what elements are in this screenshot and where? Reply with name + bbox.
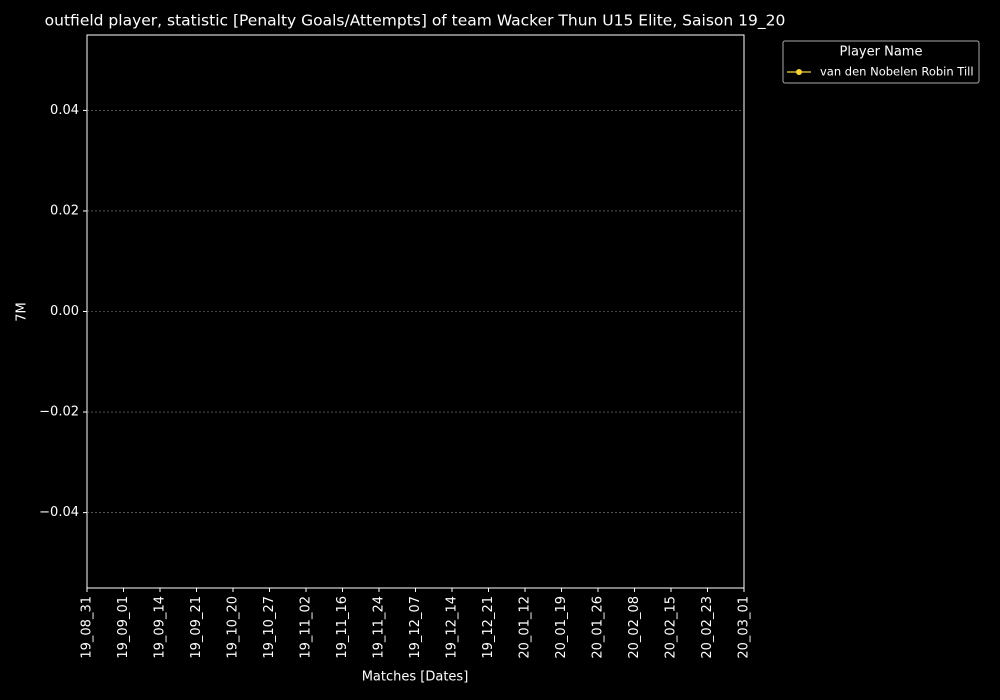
x-tick-label: 20_01_12: [518, 596, 533, 659]
x-tick-label: 19_11_16: [335, 596, 350, 659]
legend-box: [782, 40, 980, 84]
x-tick-label: 19_09_01: [116, 596, 131, 659]
y-tick-label: −0.04: [39, 505, 79, 520]
x-tick-label: 19_08_31: [80, 596, 95, 659]
x-tick-label: 19_09_21: [189, 596, 204, 659]
x-tick-label: 19_12_14: [445, 596, 460, 659]
y-tick-label: 0.00: [50, 304, 79, 319]
x-tick-label: 19_12_07: [408, 596, 423, 659]
x-tick-label: 20_01_26: [591, 596, 606, 659]
legend-label: van den Nobelen Robin Till: [820, 65, 974, 79]
x-tick-label: 19_11_02: [299, 596, 314, 659]
x-tick-label: 19_11_24: [372, 596, 387, 659]
legend-title: Player Name: [840, 45, 923, 60]
y-tick-label: 0.04: [50, 103, 79, 118]
x-tick-label: 20_01_19: [554, 596, 569, 659]
x-tick-label: 19_12_21: [481, 596, 496, 659]
y-tick-label: −0.02: [39, 405, 79, 420]
x-tick-label: 19_10_20: [226, 596, 241, 659]
x-tick-label: 20_02_08: [627, 596, 642, 659]
x-tick-label: 20_03_01: [737, 596, 752, 659]
x-tick-label: 19_10_27: [262, 596, 277, 659]
legend-marker: [796, 69, 802, 75]
x-axis-label: Matches [Dates]: [362, 670, 469, 685]
chart-title: outfield player, statistic [Penalty Goal…: [45, 12, 786, 31]
x-tick-label: 20_02_23: [700, 596, 715, 659]
y-tick-label: 0.02: [50, 203, 79, 218]
x-tick-label: 19_09_14: [153, 596, 168, 659]
x-tick-label: 20_02_15: [664, 596, 679, 659]
y-axis-label: 7M: [15, 302, 30, 322]
